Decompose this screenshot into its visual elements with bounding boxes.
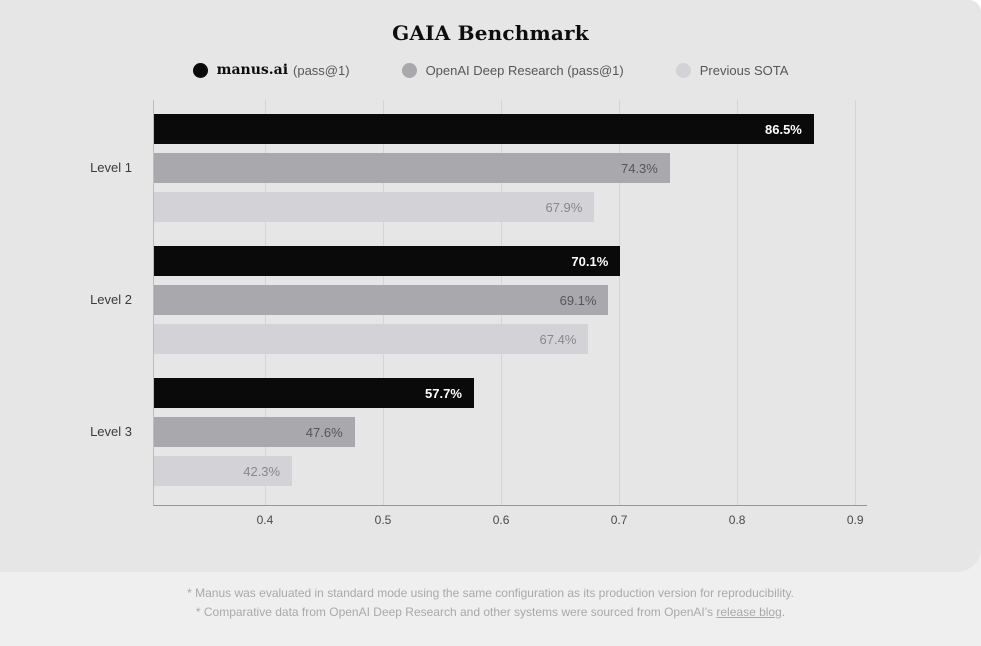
x-axis-tick-label: 0.9 [846,513,864,527]
bar-previous-sota-level-1: 67.9% [154,192,595,222]
gridline [619,100,621,505]
x-axis-tick-label: 0.7 [610,513,628,527]
legend-label-detail: (pass@1) [293,62,350,78]
gridline [855,100,857,505]
category-label-level-2: Level 2 [90,292,132,307]
x-axis-tick-label: 0.5 [374,513,392,527]
bar-manus-ai-level-1: 86.5% [154,114,814,144]
legend: manus.ai (pass@1) OpenAI Deep Research (pa… [0,62,981,78]
bar-value-label: 67.9% [545,199,583,215]
legend-item-previous-sota[interactable]: Previous SOTA [675,62,789,78]
bar-previous-sota-level-3: 42.3% [154,456,293,486]
plot-area: 0.4 0.5 0.6 0.7 0.8 0.9 Level 1 86.5% 74.3% 67.9%… [90,100,867,527]
footnotes: * Manus was evaluated in standard mode u… [0,586,981,624]
category-label-level-3: Level 3 [90,424,132,439]
legend-label: Previous SOTA [699,62,789,78]
bar-value-label: 67.4% [539,331,577,347]
bar-value-label: 47.6% [305,424,343,440]
footnote-1: * Manus was evaluated in standard mode u… [187,586,794,600]
bar-value-label: 42.3% [243,463,281,479]
legend-dot-icon [401,62,417,78]
bar-previous-sota-level-2: 67.4% [154,324,589,354]
bar-manus-ai-level-3: 57.7% [154,378,474,408]
chart-title: GAIA Benchmark [392,21,589,45]
bar-value-label: 57.7% [425,385,462,401]
legend-label: OpenAI Deep Research (pass@1) [425,62,624,78]
bar-openai-deep-research-level-3: 47.6% [154,417,355,447]
bar-value-label: 70.1% [571,253,609,269]
bar-manus-ai-level-2: 70.1% [154,246,621,276]
chart-card: GAIA Benchmark manus.ai (pass@1) OpenAI De… [0,0,981,572]
category-label-level-1: Level 1 [90,160,132,175]
release-blog-link[interactable]: release blog [716,605,782,619]
footnote-2-period: . [781,605,786,619]
legend-label: manus.ai [216,62,289,78]
bar-value-label: 69.1% [559,292,597,308]
legend-dot-icon [192,62,208,78]
legend-item-manus-ai[interactable]: manus.ai (pass@1) [192,62,350,78]
x-axis-tick-label: 0.4 [256,513,274,527]
legend-item-openai-deep-research-pass-1[interactable]: OpenAI Deep Research (pass@1) [401,62,624,78]
bar-openai-deep-research-level-1: 74.3% [154,153,670,183]
legend-dot-icon [675,62,691,78]
footnote-2: * Comparative data from OpenAI Deep Rese… [0,605,981,619]
x-axis-tick-label: 0.8 [728,513,746,527]
x-axis-tick-label: 0.6 [492,513,510,527]
bar-value-label: 74.3% [620,160,658,176]
bar-value-label: 86.5% [765,121,802,137]
gridline [737,100,739,505]
bar-openai-deep-research-level-2: 69.1% [154,285,609,315]
footnote-2-text: * Comparative data from OpenAI Deep Rese… [195,605,717,619]
